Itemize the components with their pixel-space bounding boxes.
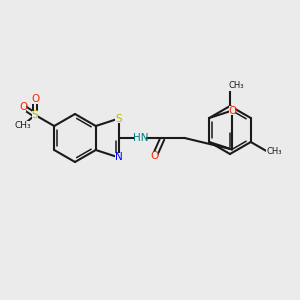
Text: CH₃: CH₃ xyxy=(228,82,244,91)
Text: CH₃: CH₃ xyxy=(266,148,282,157)
Bar xyxy=(135,134,146,142)
Text: O: O xyxy=(151,151,159,161)
Text: O: O xyxy=(19,102,27,112)
Bar xyxy=(229,106,235,115)
Text: HN: HN xyxy=(133,133,148,143)
Bar xyxy=(32,94,38,103)
Bar xyxy=(116,153,122,162)
Text: N: N xyxy=(115,152,122,162)
Bar xyxy=(266,148,282,157)
Text: CH₃: CH₃ xyxy=(15,121,31,130)
Bar xyxy=(116,114,122,123)
Bar xyxy=(15,121,31,130)
Text: S: S xyxy=(115,114,122,124)
Bar xyxy=(152,152,158,160)
Text: S: S xyxy=(32,110,38,120)
Bar xyxy=(32,110,38,119)
Bar xyxy=(228,82,244,91)
Text: O: O xyxy=(31,94,39,104)
Text: O: O xyxy=(228,106,236,116)
Bar xyxy=(20,103,26,112)
